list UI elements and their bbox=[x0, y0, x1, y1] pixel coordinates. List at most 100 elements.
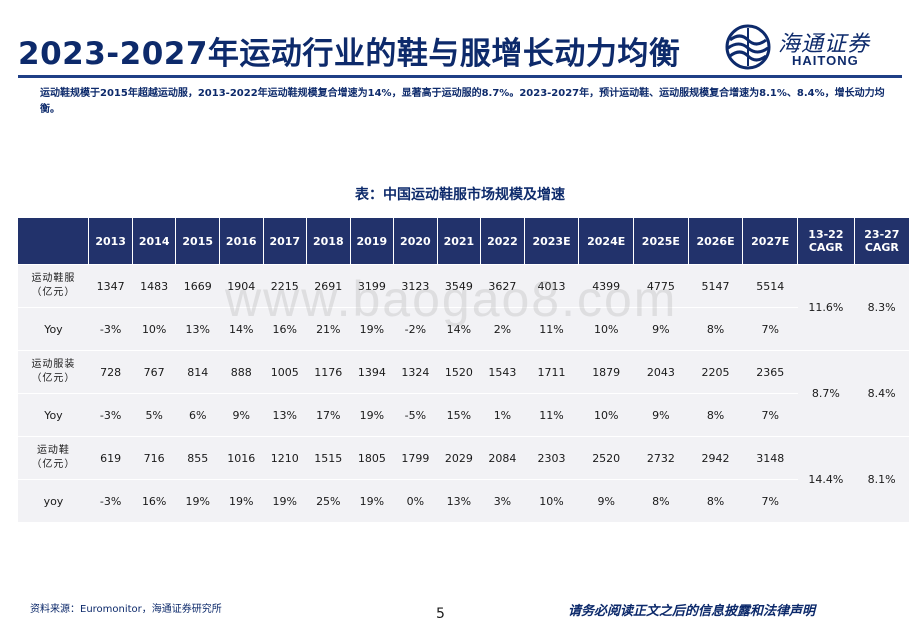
value-cell: 5147 bbox=[688, 264, 743, 308]
value-cell: 4399 bbox=[578, 264, 634, 308]
value-cell: 1016 bbox=[219, 436, 263, 480]
value-cell: 728 bbox=[88, 350, 133, 394]
value-cell: 1176 bbox=[306, 350, 351, 394]
legal-disclaimer: 请务必阅读正文之后的信息披露和法律声明 bbox=[568, 604, 816, 619]
haitong-logo: 海通证券 HAITONG bbox=[722, 22, 892, 72]
year-header: 2018 bbox=[306, 218, 351, 265]
year-header: 2024E bbox=[578, 218, 635, 265]
cagr-header-label: CAGR bbox=[808, 241, 843, 254]
growth-row: yoy -3% 16% 19% 19% 19% 25% 19% 0% 13% 3% 10% 9% 8% 8%… bbox=[18, 479, 909, 522]
value-cell: 2691 bbox=[306, 264, 351, 308]
value-cell: 3199 bbox=[350, 264, 394, 308]
value-cell: 1394 bbox=[350, 350, 394, 394]
value-cell: 2303 bbox=[524, 436, 579, 480]
growth-cell: 9% bbox=[633, 393, 689, 437]
year-header: 2020 bbox=[393, 218, 438, 265]
logo-chinese-name: 海通证券 bbox=[778, 32, 871, 57]
value-cell: 5514 bbox=[742, 264, 798, 308]
growth-cell: 19% bbox=[219, 479, 263, 522]
cagr-header-period: 23-27 bbox=[864, 228, 900, 241]
growth-cell: 8% bbox=[633, 479, 689, 522]
growth-cell: 2% bbox=[480, 307, 525, 351]
year-header: 2023E bbox=[524, 218, 580, 265]
cagr-13-22-cell: 11.6% bbox=[797, 264, 855, 351]
value-cell: 1520 bbox=[437, 350, 481, 394]
value-cell: 2205 bbox=[688, 350, 743, 394]
value-cell: 2520 bbox=[578, 436, 634, 480]
value-cell: 1669 bbox=[175, 264, 220, 308]
title-divider bbox=[18, 75, 902, 78]
value-cell: 1711 bbox=[524, 350, 579, 394]
value-cell: 767 bbox=[132, 350, 176, 394]
growth-cell: 10% bbox=[578, 307, 634, 351]
value-cell: 619 bbox=[88, 436, 133, 480]
growth-cell: 19% bbox=[263, 479, 307, 522]
cagr-23-27-cell: 8.1% bbox=[854, 436, 909, 522]
cagr-13-22-cell: 14.4% bbox=[797, 436, 855, 522]
growth-cell: 19% bbox=[350, 393, 394, 437]
value-cell: 888 bbox=[219, 350, 263, 394]
value-cell: 2084 bbox=[480, 436, 525, 480]
value-cell: 3627 bbox=[480, 264, 525, 308]
growth-cell: 8% bbox=[688, 393, 743, 437]
cagr-23-27-cell: 8.4% bbox=[854, 350, 909, 437]
value-cell: 1515 bbox=[306, 436, 351, 480]
year-header: 2014 bbox=[132, 218, 177, 265]
growth-cell: 7% bbox=[742, 307, 798, 351]
growth-cell: 10% bbox=[524, 479, 579, 522]
value-cell: 2043 bbox=[633, 350, 689, 394]
row-label-name: 运动鞋服 bbox=[31, 273, 76, 284]
row-label-unit: （亿元） bbox=[31, 459, 76, 470]
logo-english-name: HAITONG bbox=[792, 53, 859, 68]
year-header: 2017 bbox=[263, 218, 308, 265]
growth-cell: 16% bbox=[263, 307, 307, 351]
growth-cell: 6% bbox=[175, 393, 220, 437]
growth-cell: 9% bbox=[578, 479, 634, 522]
growth-cell: 13% bbox=[175, 307, 220, 351]
growth-cell: 0% bbox=[393, 479, 438, 522]
value-cell: 2215 bbox=[263, 264, 307, 308]
growth-cell: -5% bbox=[393, 393, 438, 437]
value-cell: 855 bbox=[175, 436, 220, 480]
growth-cell: 7% bbox=[742, 479, 798, 522]
value-cell: 716 bbox=[132, 436, 176, 480]
growth-cell: 19% bbox=[350, 307, 394, 351]
growth-cell: 14% bbox=[437, 307, 481, 351]
cagr-header-label: CAGR bbox=[864, 241, 899, 254]
growth-cell: 9% bbox=[219, 393, 263, 437]
growth-cell: 3% bbox=[480, 479, 525, 522]
year-header: 2016 bbox=[219, 218, 264, 265]
growth-cell: 8% bbox=[688, 307, 743, 351]
page-number: 5 bbox=[436, 606, 445, 622]
growth-cell: -3% bbox=[88, 307, 133, 351]
value-cell: 3123 bbox=[393, 264, 438, 308]
growth-cell: 15% bbox=[437, 393, 481, 437]
value-cell: 3148 bbox=[742, 436, 798, 480]
header-blank bbox=[18, 218, 90, 265]
year-header: 2019 bbox=[350, 218, 395, 265]
growth-cell: -2% bbox=[393, 307, 438, 351]
metric-row: 运动鞋服 （亿元） 1347 1483 1669 1904 2215 2691 3199 3123… bbox=[18, 264, 909, 351]
growth-cell: 16% bbox=[132, 479, 176, 522]
growth-cell: 5% bbox=[132, 393, 176, 437]
year-header: 2013 bbox=[88, 218, 133, 265]
growth-cell: 14% bbox=[219, 307, 263, 351]
growth-cell: 19% bbox=[175, 479, 220, 522]
growth-cell: 7% bbox=[742, 393, 798, 437]
growth-cell: 25% bbox=[306, 479, 351, 522]
value-cell: 1799 bbox=[393, 436, 438, 480]
growth-cell: 8% bbox=[688, 479, 743, 522]
growth-cell: 13% bbox=[263, 393, 307, 437]
growth-cell: 11% bbox=[524, 393, 579, 437]
growth-cell: 1% bbox=[480, 393, 525, 437]
summary-text: 运动鞋规模于2015年超越运动服，2013-2022年运动鞋规模复合增速为14%… bbox=[40, 88, 885, 115]
metric-row: 运动鞋 （亿元） 619 716 855 1016 1210 1515 1805 1799 2029… bbox=[18, 436, 909, 522]
value-cell: 4775 bbox=[633, 264, 689, 308]
value-cell: 814 bbox=[175, 350, 220, 394]
page-title: 2023-2027年运动行业的鞋与服增长动力均衡 bbox=[18, 36, 681, 72]
value-cell: 1483 bbox=[132, 264, 176, 308]
value-cell: 1005 bbox=[263, 350, 307, 394]
row-label-name: 运动鞋 bbox=[36, 445, 70, 456]
row-label-unit: （亿元） bbox=[31, 287, 76, 298]
value-cell: 1324 bbox=[393, 350, 438, 394]
